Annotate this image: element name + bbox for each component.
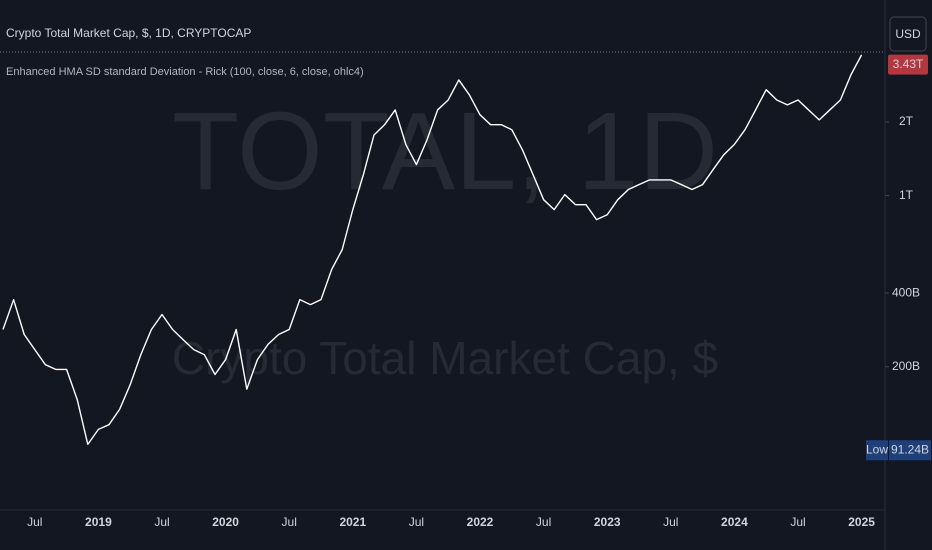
watermark-name: Crypto Total Market Cap, $ — [172, 332, 718, 384]
x-tick-label: 2024 — [721, 515, 748, 529]
low-value: 91.24B — [891, 442, 929, 456]
x-tick-label: 2025 — [848, 515, 875, 529]
last-price-label: 3.43T — [893, 57, 924, 71]
indicator-label: Enhanced HMA SD standard Deviation - Ric… — [6, 66, 364, 78]
low-name: Low — [866, 442, 888, 456]
x-tick-label: 2021 — [339, 515, 366, 529]
low-value-box — [889, 440, 931, 461]
x-tick-label: Jul — [27, 515, 42, 529]
y-tick-label: 1T — [899, 188, 914, 202]
x-tick-label: 2019 — [85, 515, 112, 529]
watermark-symbol: TOTAL, 1D — [172, 90, 718, 213]
x-tick-label: 2020 — [212, 515, 239, 529]
y-tick-label: 400B — [892, 285, 920, 299]
x-tick-label: Jul — [282, 515, 297, 529]
x-tick-label: 2022 — [467, 515, 494, 529]
x-tick-label: 2023 — [594, 515, 621, 529]
price-line — [2, 54, 863, 446]
x-tick-label: Jul — [663, 515, 678, 529]
x-tick-label: Jul — [154, 515, 169, 529]
x-tick-label: Jul — [536, 515, 551, 529]
y-tick-label: 2T — [899, 114, 914, 128]
currency-button[interactable] — [889, 16, 927, 52]
x-tick-label: Jul — [409, 515, 424, 529]
y-tick-label: 200B — [892, 359, 920, 373]
last-price-box — [888, 54, 928, 75]
header-title: Crypto Total Market Cap, $, 1D, CRYPTOCA… — [6, 26, 251, 40]
low-name-box — [866, 440, 888, 461]
x-tick-label: Jul — [790, 515, 805, 529]
currency-label[interactable]: USD — [895, 27, 921, 41]
